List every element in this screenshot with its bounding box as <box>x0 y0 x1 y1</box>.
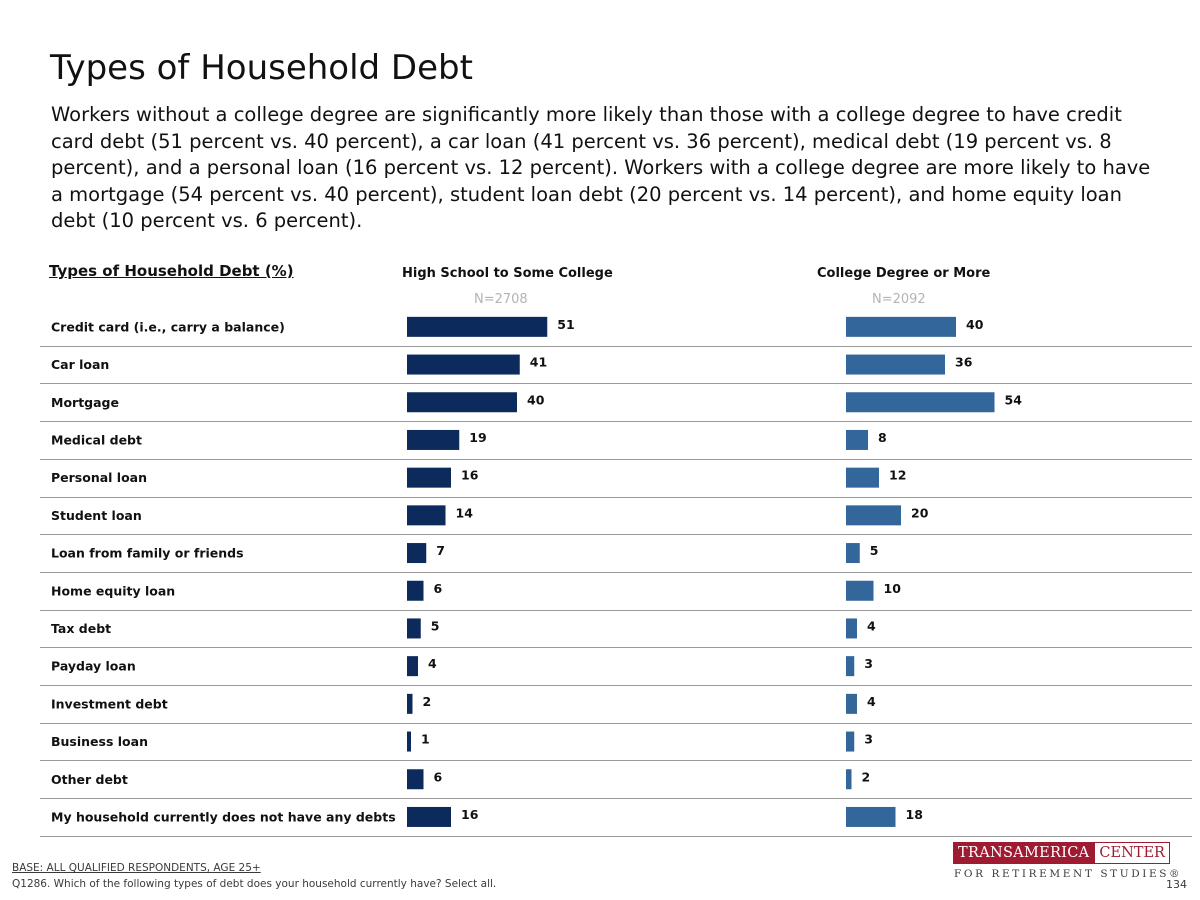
row-label: Mortgage <box>51 395 119 410</box>
bar-high-school <box>407 392 517 413</box>
value-label-high-school: 5 <box>431 618 440 633</box>
logo-tagline: FOR RETIREMENT STUDIES® <box>954 868 1183 880</box>
row-label: Car loan <box>51 357 109 372</box>
bar-college <box>846 543 860 564</box>
value-label-college: 54 <box>1005 392 1023 407</box>
bar-college <box>846 316 956 337</box>
value-label-high-school: 4 <box>428 656 437 671</box>
bar-high-school <box>407 354 520 375</box>
value-label-high-school: 6 <box>434 581 443 596</box>
row-label: Student loan <box>51 508 142 523</box>
value-label-high-school: 2 <box>423 694 432 709</box>
column-header-high-school: High School to Some College <box>402 266 613 281</box>
row-label: Investment debt <box>51 696 168 711</box>
row-label: Tax debt <box>51 621 111 636</box>
bar-college <box>846 656 855 677</box>
bar-college <box>846 806 896 827</box>
column-n-high-school: N=2708 <box>474 292 528 307</box>
value-label-college: 36 <box>955 355 973 370</box>
logo-word-transamerica: TRANSAMERICA <box>953 842 1095 864</box>
page-number: 134 <box>1166 878 1187 891</box>
value-label-college: 2 <box>862 769 871 784</box>
bar-college <box>846 769 852 790</box>
value-label-high-school: 41 <box>530 355 547 370</box>
bar-college <box>846 618 857 639</box>
value-label-college: 20 <box>911 505 929 520</box>
row-label: Business loan <box>51 734 148 749</box>
bar-college <box>846 693 857 714</box>
transamerica-logo: TRANSAMERICA CENTER FOR RETIREMENT STUDI… <box>953 842 1180 882</box>
value-label-high-school: 19 <box>469 430 486 445</box>
bar-college <box>846 731 855 752</box>
bar-high-school <box>407 580 424 601</box>
value-label-college: 3 <box>864 732 873 747</box>
value-label-high-school: 40 <box>527 392 545 407</box>
value-label-college: 3 <box>864 656 873 671</box>
value-label-college: 5 <box>870 543 879 558</box>
bar-high-school <box>407 618 421 639</box>
page-title: Types of Household Debt <box>50 48 473 88</box>
logo-word-center: CENTER <box>1094 842 1170 864</box>
row-label: Home equity loan <box>51 583 175 598</box>
value-label-college: 12 <box>889 468 906 483</box>
footer-base-note: BASE: ALL QUALIFIED RESPONDENTS, AGE 25+ <box>12 862 261 874</box>
bar-college <box>846 354 945 375</box>
value-label-high-school: 14 <box>456 505 474 520</box>
bar-high-school <box>407 429 460 450</box>
page-subtitle: Workers without a college degree are sig… <box>51 103 1151 232</box>
bar-high-school <box>407 316 548 337</box>
row-label: My household currently does not have any… <box>51 809 396 824</box>
value-label-college: 8 <box>878 430 887 445</box>
column-n-college: N=2092 <box>872 292 926 307</box>
bar-college <box>846 429 868 450</box>
bar-college <box>846 467 879 488</box>
bar-high-school <box>407 656 418 677</box>
bar-college <box>846 505 901 526</box>
bar-high-school <box>407 769 424 790</box>
bar-college <box>846 392 995 413</box>
column-header-college: College Degree or More <box>817 266 991 281</box>
value-label-college: 18 <box>906 807 923 822</box>
value-label-high-school: 7 <box>436 543 445 558</box>
bar-high-school <box>407 505 446 526</box>
bar-high-school <box>407 543 427 564</box>
value-label-high-school: 51 <box>557 317 574 332</box>
row-label: Other debt <box>51 772 128 787</box>
row-label: Credit card (i.e., carry a balance) <box>51 319 285 334</box>
bar-high-school <box>407 731 411 752</box>
value-label-college: 4 <box>867 694 876 709</box>
value-label-college: 40 <box>966 317 984 332</box>
bar-college <box>846 580 874 601</box>
chart-section-label: Types of Household Debt (%) <box>49 262 294 280</box>
row-label: Medical debt <box>51 432 142 447</box>
value-label-high-school: 16 <box>461 468 479 483</box>
value-label-college: 4 <box>867 618 876 633</box>
bar-high-school <box>407 467 451 488</box>
value-label-high-school: 16 <box>461 807 479 822</box>
row-label: Loan from family or friends <box>51 546 244 561</box>
footer-question-note: Q1286. Which of the following types of d… <box>12 878 497 890</box>
row-label: Payday loan <box>51 659 136 674</box>
value-label-college: 10 <box>884 581 902 596</box>
value-label-high-school: 6 <box>434 769 443 784</box>
value-label-high-school: 1 <box>421 732 430 747</box>
bar-high-school <box>407 693 413 714</box>
row-label: Personal loan <box>51 470 147 485</box>
bar-high-school <box>407 806 451 827</box>
